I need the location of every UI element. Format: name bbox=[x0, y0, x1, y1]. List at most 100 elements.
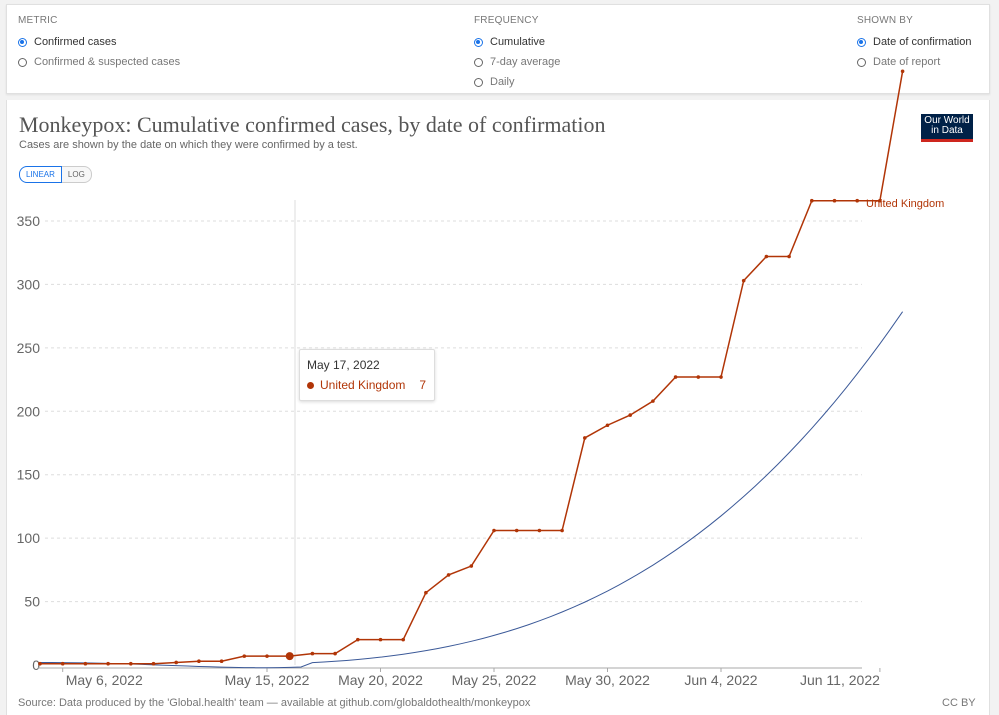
x-tick-label: May 20, 2022 bbox=[338, 672, 423, 688]
data-point bbox=[83, 661, 88, 666]
series-line-united-kingdom bbox=[40, 71, 904, 665]
shown-by-label: SHOWN BY bbox=[857, 15, 914, 26]
highlight-point bbox=[285, 652, 294, 661]
data-point bbox=[560, 528, 564, 533]
data-point bbox=[514, 528, 519, 533]
data-point bbox=[106, 661, 110, 666]
data-point bbox=[537, 528, 542, 533]
trend-line bbox=[39, 311, 904, 669]
x-tick-label: Jun 11, 2022 bbox=[800, 672, 880, 688]
option-label: Cumulative bbox=[490, 36, 546, 48]
data-point bbox=[174, 660, 178, 665]
option-label: 7-day average bbox=[490, 56, 561, 68]
frequency-option-7day[interactable]: 7-day average bbox=[474, 52, 560, 72]
data-point bbox=[628, 413, 632, 417]
option-label: Date of report bbox=[873, 56, 941, 68]
scale-toggle: LINEAR LOG bbox=[19, 166, 92, 183]
metric-group: METRIC Confirmed cases Confirmed & suspe… bbox=[18, 15, 180, 72]
radio-selected-icon bbox=[18, 37, 27, 47]
x-tick-label: May 15, 2022 bbox=[225, 672, 310, 688]
linear-scale-button[interactable]: LINEAR bbox=[19, 166, 62, 183]
data-point bbox=[651, 399, 655, 403]
metric-option-confirmed-suspected[interactable]: Confirmed & suspected cases bbox=[18, 52, 180, 72]
option-label: Daily bbox=[490, 76, 515, 88]
data-point bbox=[333, 651, 337, 656]
data-point bbox=[446, 573, 451, 577]
tooltip: May 17, 2022 United Kingdom 7 bbox=[299, 349, 435, 401]
data-point bbox=[401, 637, 406, 642]
data-point bbox=[741, 278, 746, 283]
data-point bbox=[151, 661, 156, 666]
option-label: Date of confirmation bbox=[873, 36, 972, 48]
y-tick-label: 250 bbox=[17, 340, 41, 356]
frequency-group: FREQUENCY Cumulative 7-day average Daily bbox=[474, 15, 560, 92]
owid-logo[interactable]: Our World in Data bbox=[921, 114, 973, 142]
shown-by-option-report[interactable]: Date of report bbox=[857, 52, 971, 72]
frequency-option-cumulative[interactable]: Cumulative bbox=[474, 32, 560, 52]
data-point bbox=[605, 423, 610, 428]
metric-label: METRIC bbox=[18, 15, 58, 26]
y-tick-label: 300 bbox=[17, 276, 41, 292]
y-tick-label: 50 bbox=[24, 594, 40, 610]
radio-icon bbox=[857, 57, 866, 67]
data-point bbox=[129, 661, 133, 666]
radio-selected-icon bbox=[857, 37, 866, 47]
option-label: Confirmed & suspected cases bbox=[34, 56, 181, 68]
data-point bbox=[38, 661, 42, 666]
chart-card: Monkeypox: Cumulative confirmed cases, b… bbox=[6, 100, 990, 715]
grid-lines bbox=[45, 220, 862, 603]
x-tick-label: May 25, 2022 bbox=[452, 672, 537, 688]
tooltip-dot-icon bbox=[307, 381, 314, 389]
y-tick-label: 200 bbox=[17, 403, 41, 419]
data-point bbox=[424, 590, 428, 595]
data-point bbox=[242, 654, 247, 658]
y-tick-label: 150 bbox=[17, 467, 41, 483]
data-point bbox=[696, 375, 701, 379]
data-point bbox=[378, 637, 383, 642]
tooltip-date: May 17, 2022 bbox=[307, 358, 380, 372]
data-point bbox=[60, 661, 65, 666]
y-axis-ticks: 0 50 100 150 200 250 300 350 bbox=[17, 213, 41, 673]
y-tick-label: 350 bbox=[17, 213, 41, 229]
data-point bbox=[219, 659, 224, 663]
data-point bbox=[810, 198, 814, 203]
log-scale-button[interactable]: LOG bbox=[61, 166, 92, 183]
data-point bbox=[787, 254, 791, 259]
license-link[interactable]: CC BY bbox=[942, 697, 976, 709]
data-point bbox=[764, 254, 769, 259]
data-point bbox=[900, 69, 905, 74]
chart-title: Monkeypox: Cumulative confirmed cases, b… bbox=[19, 112, 606, 137]
data-point bbox=[469, 564, 474, 568]
chart-subtitle: Cases are shown by the date on which the… bbox=[19, 139, 358, 151]
data-point bbox=[197, 659, 201, 663]
data-point bbox=[310, 651, 315, 656]
logo-line1: Our World bbox=[924, 115, 970, 126]
shown-by-option-confirmation[interactable]: Date of confirmation bbox=[857, 32, 971, 52]
series-label-united-kingdom: United Kingdom bbox=[866, 198, 945, 210]
shown-by-group: SHOWN BY Date of confirmation Date of re… bbox=[857, 15, 971, 72]
data-point bbox=[356, 637, 360, 642]
data-point bbox=[492, 528, 496, 533]
metric-option-confirmed[interactable]: Confirmed cases bbox=[18, 32, 180, 52]
frequency-label: FREQUENCY bbox=[474, 15, 539, 26]
x-tick-label: May 6, 2022 bbox=[66, 672, 143, 688]
data-point bbox=[855, 198, 859, 203]
radio-selected-icon bbox=[474, 37, 483, 47]
data-point bbox=[719, 375, 723, 379]
frequency-option-daily[interactable]: Daily bbox=[474, 72, 560, 92]
tooltip-series: United Kingdom bbox=[320, 378, 406, 392]
logo-line2: in Data bbox=[931, 125, 963, 136]
radio-icon bbox=[18, 57, 27, 67]
radio-icon bbox=[474, 57, 483, 67]
data-point bbox=[583, 436, 587, 440]
data-point bbox=[832, 198, 837, 203]
data-point bbox=[878, 198, 882, 203]
radio-icon bbox=[474, 77, 483, 87]
y-tick-label: 0 bbox=[32, 657, 40, 673]
data-point bbox=[265, 654, 269, 658]
series-points bbox=[38, 69, 905, 666]
x-tick-label: May 30, 2022 bbox=[565, 672, 650, 688]
data-point bbox=[673, 375, 678, 379]
y-tick-label: 100 bbox=[17, 530, 41, 546]
